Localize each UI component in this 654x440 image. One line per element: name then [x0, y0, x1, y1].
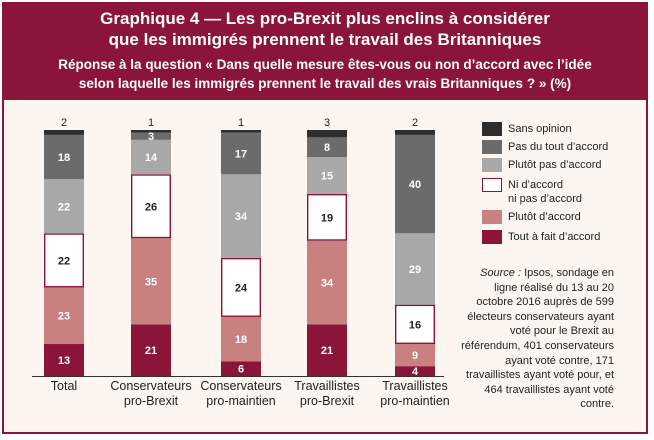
data-label: 40 — [409, 179, 421, 191]
data-label: 21 — [145, 345, 157, 357]
data-label: 35 — [145, 276, 157, 288]
bar-segment — [307, 130, 347, 138]
bar-segment — [131, 132, 171, 140]
chart-title-line-1: Graphique 4 — Les pro-Brexit plus enclin… — [100, 9, 550, 28]
bar-segment — [395, 366, 435, 376]
data-label: 19 — [321, 212, 333, 224]
x-tick-label: pro-Brexit — [300, 394, 355, 408]
legend-swatch — [482, 178, 502, 192]
bar-segment — [130, 174, 171, 239]
legend-swatch — [482, 122, 502, 136]
data-label: 3 — [324, 117, 330, 129]
data-label: 18 — [235, 334, 247, 346]
data-label: 29 — [409, 264, 421, 276]
bar-segment — [395, 304, 436, 345]
bar-segment — [44, 233, 84, 288]
data-label: 15 — [321, 171, 333, 183]
x-tick-label: pro-maintien — [380, 394, 450, 408]
bar-segment — [131, 238, 171, 325]
legend-swatch — [482, 158, 502, 172]
bar-segment — [307, 240, 347, 325]
legend-label: Pas du tout d’accord — [508, 141, 609, 153]
data-label: 22 — [58, 255, 70, 267]
stacked-bar-chart: 13232222182Total2135261431Conservateursp… — [32, 117, 450, 408]
bar-segment — [221, 361, 261, 376]
figure-frame: Graphique 4 — Les pro-Brexit plus enclin… — [2, 2, 648, 434]
bar-segment — [395, 134, 435, 234]
data-label: 34 — [321, 278, 334, 290]
data-label: 23 — [58, 311, 70, 323]
chart-title-line-2: que les immigrés prennent le travail des… — [108, 30, 542, 49]
bar-segment — [44, 130, 84, 135]
chart-subtitle-line-1: Réponse à la question « Dans quelle mesu… — [58, 57, 592, 72]
chart-title: Graphique 4 — Les pro-Brexit plus enclin… — [4, 8, 646, 50]
bar-segment — [220, 257, 261, 317]
x-tick-label: Travaillistes — [382, 379, 448, 393]
source-text: Ipsos, sondage en ligne réalisé du 13 au… — [461, 267, 614, 411]
bar-segment — [307, 137, 347, 158]
x-tick-label: Total — [51, 379, 77, 393]
legend-swatch — [482, 210, 502, 224]
data-label: 1 — [238, 117, 244, 129]
bar-segment — [221, 174, 261, 258]
data-label: 4 — [412, 366, 419, 378]
data-label: 9 — [412, 350, 418, 362]
x-tick-label: Travaillistes — [294, 379, 360, 393]
data-label: 13 — [58, 355, 70, 367]
data-label: 18 — [58, 152, 70, 164]
legend-swatch — [482, 140, 502, 154]
bar-segment — [395, 344, 435, 367]
source-note: Source : Ipsos, sondage en ligne réalisé… — [456, 266, 614, 412]
legend-label: ni pas d’accord — [508, 193, 582, 205]
bar-segment — [44, 344, 84, 376]
data-label: 8 — [324, 142, 330, 154]
bar-segment — [44, 179, 84, 234]
data-label: 16 — [409, 319, 421, 331]
bar-segment — [131, 130, 171, 133]
source-label: Source : — [480, 267, 522, 279]
legend-swatch — [482, 230, 502, 244]
bar-segment — [44, 134, 84, 180]
bar-segment — [395, 130, 435, 135]
chart-subtitle: Réponse à la question « Dans quelle mesu… — [4, 55, 646, 93]
data-label: 26 — [145, 201, 157, 213]
legend-label: Plutôt pas d’accord — [508, 159, 602, 171]
data-label: 2 — [412, 117, 418, 129]
legend-label: Sans opinion — [508, 123, 572, 135]
bar-segment — [131, 139, 171, 175]
data-label: 14 — [145, 152, 158, 164]
data-label: 34 — [235, 211, 248, 223]
x-tick-label: pro-Brexit — [124, 394, 179, 408]
chart-subtitle-line-2: selon laquelle les immigrés prennent le … — [78, 76, 572, 91]
data-label: 24 — [235, 282, 248, 294]
bar-segment — [307, 324, 347, 376]
title-banner: Graphique 4 — Les pro-Brexit plus enclin… — [4, 4, 646, 100]
legend-label: Ni d’accord — [508, 179, 564, 191]
bar-segment — [221, 130, 261, 133]
x-tick-label: Conservateurs — [110, 379, 191, 393]
data-label: 1 — [148, 117, 154, 129]
legend-label: Plutôt d’accord — [508, 211, 581, 223]
x-tick-label: pro-maintien — [206, 394, 276, 408]
data-label: 22 — [58, 201, 70, 213]
data-label: 17 — [235, 148, 247, 160]
data-label: 2 — [61, 117, 67, 129]
data-label: 3 — [148, 131, 154, 143]
data-label: 6 — [238, 364, 244, 376]
bar-segment — [307, 157, 347, 194]
bar-segment — [395, 233, 435, 305]
x-tick-label: Conservateurs — [200, 379, 281, 393]
bar-segment — [44, 287, 84, 345]
bar-segment — [307, 193, 348, 241]
legend-label: Tout à fait d’accord — [508, 231, 601, 243]
bar-segment — [131, 324, 171, 376]
bar-segment — [221, 132, 261, 175]
bar-segment — [221, 316, 261, 362]
data-label: 21 — [321, 345, 333, 357]
